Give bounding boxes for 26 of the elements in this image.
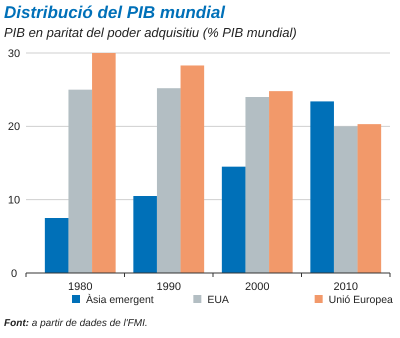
text: Font: a partir de dades de l'FMI. [4, 318, 148, 329]
x-tick-label: 1980 [68, 281, 92, 293]
chart-title: Distribució del PIB mundial [4, 3, 226, 22]
bar [44, 218, 68, 273]
bar [92, 53, 116, 273]
bar [180, 65, 204, 273]
y-tick-label: 0 [10, 268, 18, 280]
bar [358, 124, 382, 273]
bar [334, 126, 358, 273]
chart-subtitle: PIB en paritat del poder adquisitiu (% PIB mundial) [4, 25, 297, 40]
legend-label: Unió Europea [328, 294, 394, 306]
bar [68, 90, 92, 273]
bar [245, 97, 270, 273]
y-tick-label: 30 [8, 48, 20, 60]
bar [222, 166, 246, 273]
x-tick-label: 2000 [245, 281, 270, 293]
bar [310, 101, 334, 273]
y-tick-label: 10 [8, 194, 20, 207]
bar [133, 196, 157, 273]
x-tick-label: 2010 [334, 281, 358, 293]
y-tick-label: 20 [8, 121, 20, 134]
legend-label: EUA [207, 294, 229, 306]
x-tick-label: 1990 [156, 281, 181, 293]
legend-label: Àsia emergent [86, 293, 154, 306]
bar [269, 91, 293, 273]
bar [156, 88, 181, 273]
